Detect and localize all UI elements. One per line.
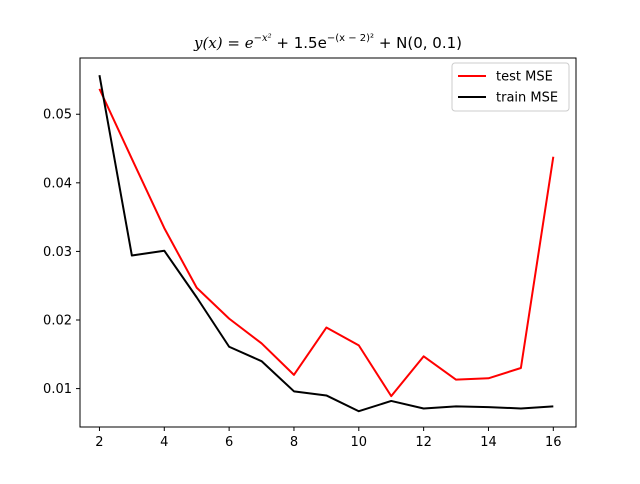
y-tick-label: 0.02 [43, 314, 72, 329]
x-tick-label: 2 [95, 435, 103, 450]
x-tick-label: 14 [480, 435, 497, 450]
legend-label: test MSE [496, 70, 553, 85]
chart-title: y(x) = e−x² + 1.5e−(x − 2)² + N(0, 0.1) [193, 33, 462, 52]
y-tick-label: 0.04 [43, 176, 72, 191]
series-line-train-mse [98, 74, 554, 413]
x-tick-label: 16 [545, 435, 562, 450]
x-tick-label: 4 [160, 435, 168, 450]
x-tick-label: 10 [351, 435, 368, 450]
y-tick-label: 0.05 [43, 108, 72, 123]
plot-area-frame [79, 57, 577, 428]
x-tick-label: 8 [290, 435, 298, 450]
legend-label: train MSE [496, 91, 558, 106]
series-line-test-mse [98, 88, 555, 398]
x-tick-label: 6 [225, 435, 233, 450]
y-tick-label: 0.03 [43, 245, 72, 260]
y-tick-label: 0.01 [43, 382, 72, 397]
x-tick-label: 12 [415, 435, 432, 450]
